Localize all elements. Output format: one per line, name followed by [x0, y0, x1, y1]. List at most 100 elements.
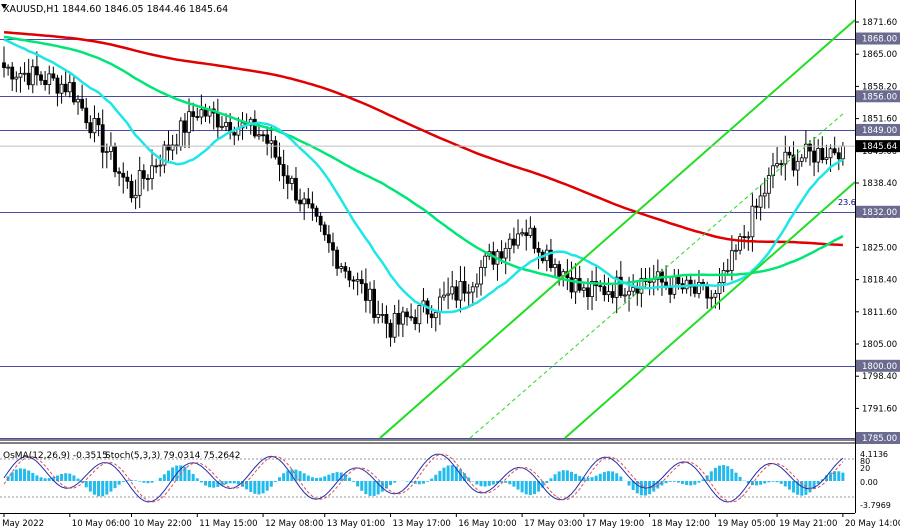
candle-body[interactable] [532, 227, 537, 249]
candle-body[interactable] [721, 270, 726, 283]
candle-body[interactable] [298, 199, 302, 205]
candle-body[interactable] [76, 98, 80, 103]
candle-body[interactable] [150, 165, 154, 179]
candle-body[interactable] [803, 143, 808, 159]
candle-body[interactable] [713, 293, 718, 298]
candle-body[interactable] [553, 264, 557, 269]
oscillator-subwindow[interactable] [0, 453, 855, 503]
candle-body[interactable] [170, 144, 175, 151]
candle-body[interactable] [191, 111, 196, 117]
candle-body[interactable] [92, 118, 97, 134]
candle-body[interactable] [302, 198, 307, 205]
candle-body[interactable] [306, 198, 311, 205]
candle-body[interactable] [343, 266, 348, 272]
candle-body[interactable] [573, 278, 578, 293]
candle-body[interactable] [14, 76, 19, 80]
candle-body[interactable] [331, 242, 335, 251]
channel-lower-line[interactable] [564, 181, 856, 439]
candle-body[interactable] [590, 281, 594, 298]
candle-body[interactable] [639, 278, 644, 294]
candle-body[interactable] [475, 283, 479, 288]
candle-body[interactable] [133, 194, 138, 199]
candle-body[interactable] [557, 264, 562, 277]
candle-body[interactable] [18, 73, 23, 78]
candle-body[interactable] [569, 277, 574, 293]
candle-body[interactable] [614, 276, 619, 298]
candle-body[interactable] [549, 249, 553, 269]
candle-body[interactable] [310, 203, 315, 209]
candle-body[interactable] [516, 233, 520, 246]
candle-body[interactable] [162, 144, 167, 166]
candle-body[interactable] [376, 314, 381, 318]
candle-body[interactable] [528, 227, 533, 237]
candle-body[interactable] [824, 157, 829, 160]
candle-body[interactable] [688, 279, 693, 288]
candle-body[interactable] [88, 122, 93, 134]
candle-body[interactable] [705, 285, 710, 299]
candle-body[interactable] [67, 82, 72, 93]
candle-body[interactable] [273, 140, 278, 158]
candle-body[interactable] [627, 290, 631, 296]
candle-body[interactable] [43, 79, 48, 86]
candle-body[interactable] [199, 109, 204, 118]
candle-body[interactable] [758, 195, 763, 208]
candle-body[interactable] [458, 281, 463, 301]
candle-body[interactable] [771, 165, 775, 176]
candle-body[interactable] [524, 232, 529, 237]
candle-body[interactable] [195, 116, 200, 118]
candle-body[interactable] [396, 312, 401, 325]
candle-body[interactable] [257, 134, 261, 137]
candle-body[interactable] [409, 316, 414, 319]
candle-body[interactable] [347, 270, 352, 281]
candle-body[interactable] [462, 281, 467, 294]
candle-body[interactable] [417, 305, 422, 325]
candle-body[interactable] [512, 238, 516, 246]
candle-body[interactable] [372, 288, 376, 318]
candle-body[interactable] [729, 250, 734, 271]
candle-body[interactable] [664, 281, 668, 287]
candle-body[interactable] [692, 286, 697, 294]
candle-body[interactable] [351, 279, 356, 282]
candle-body[interactable] [499, 251, 504, 259]
candle-body[interactable] [339, 266, 344, 269]
candle-body[interactable] [154, 165, 159, 168]
candle-body[interactable] [359, 279, 364, 285]
candle-body[interactable] [63, 83, 68, 93]
candle-body[interactable] [738, 236, 742, 251]
candle-body[interactable] [836, 152, 841, 160]
candle-body[interactable] [322, 224, 327, 236]
candle-body[interactable] [536, 248, 541, 253]
candle-body[interactable] [289, 177, 294, 184]
candle-body[interactable] [466, 291, 471, 294]
candle-body[interactable] [413, 317, 418, 325]
candle-body[interactable] [100, 124, 105, 153]
candle-body[interactable] [59, 83, 64, 94]
candle-body[interactable] [450, 286, 455, 295]
candle-body[interactable] [166, 144, 171, 151]
candle-body[interactable] [709, 296, 714, 299]
candle-body[interactable] [783, 151, 788, 165]
candle-body[interactable] [812, 150, 817, 163]
candle-body[interactable] [750, 205, 755, 238]
candle-body[interactable] [429, 313, 434, 319]
candle-body[interactable] [754, 205, 759, 208]
candle-body[interactable] [183, 120, 187, 133]
candle-body[interactable] [80, 98, 85, 109]
candle-body[interactable] [602, 286, 607, 296]
candle-body[interactable] [610, 291, 615, 298]
candle-body[interactable] [631, 287, 636, 292]
candle-body[interactable] [277, 156, 282, 165]
candle-body[interactable] [405, 311, 409, 318]
candle-body[interactable] [388, 322, 393, 338]
candle-body[interactable] [137, 170, 142, 196]
candle-body[interactable] [10, 66, 15, 80]
candle-body[interactable] [746, 236, 751, 239]
candle-body[interactable] [109, 145, 113, 152]
candle-body[interactable] [158, 164, 163, 167]
candle-body[interactable] [34, 66, 39, 76]
candle-body[interactable] [335, 249, 339, 269]
candle-body[interactable] [446, 293, 451, 296]
candle-body[interactable] [799, 157, 804, 162]
channel-upper-line[interactable] [379, 19, 856, 439]
